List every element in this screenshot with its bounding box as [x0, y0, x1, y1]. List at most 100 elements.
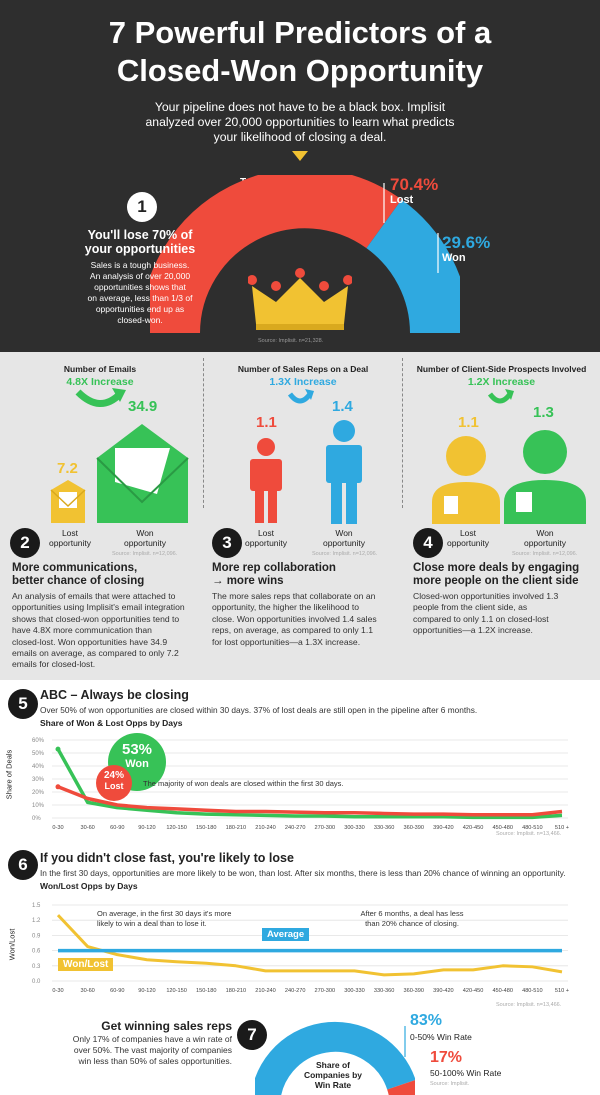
section7-body: Only 17% of companies have a win rate of… — [52, 1034, 232, 1067]
heading-line: Close more deals by engaging — [413, 562, 580, 574]
prospects-chart-title: Number of Client-Side Prospects Involved — [416, 364, 587, 374]
section4-heading: Close more deals by engaging more people… — [413, 562, 579, 588]
y-tick-label: 50% — [32, 751, 45, 757]
x-tick-label: 0-30 — [52, 825, 63, 831]
body-line: opportunities end up as — [95, 304, 185, 314]
heading-line: You'll lose 70% of — [87, 228, 193, 242]
share-by-days-line-chart: 0% 10% 20% 30% 40% 50% 60% 0-30 30-60 60-90 90-120… — [32, 738, 569, 831]
donut-blue-segment — [255, 1021, 415, 1095]
body-line: An analysis of over 20,000 — [89, 271, 191, 281]
section5-subtext: Over 50% of won opportunities are closed… — [40, 705, 478, 715]
caption-line: Lost — [459, 528, 477, 538]
section1-body: Sales is a tough business. An analysis of… — [55, 260, 225, 326]
body-line: opportunity, the higher the likelihood t… — [212, 602, 359, 613]
emails-increase: 4.8X Increase — [66, 376, 134, 388]
body-line: The more sales reps that collaborate on … — [212, 591, 376, 601]
donut-red-segment — [386, 1080, 415, 1095]
section2-body: An analysis of emails that were attached… — [12, 591, 202, 671]
body-line: people from the client side, as — [413, 602, 528, 613]
step-number-3: 3 — [212, 528, 242, 558]
y-tick-label: 0.0 — [32, 979, 41, 985]
envelope-small-icon — [50, 480, 86, 523]
caption-line: Won — [335, 528, 353, 538]
won-percentage: 29.6% — [442, 233, 491, 252]
x-tick-label: 90-120 — [138, 988, 155, 994]
intro-line: analyzed over 20,000 opportunities to le… — [145, 115, 455, 129]
section1-heading: You'll lose 70% of your opportunities — [50, 228, 230, 256]
x-tick-label: 120-150 — [166, 988, 187, 994]
heading-line: better chance of closing — [12, 575, 145, 587]
x-tick-label: 0-30 — [52, 988, 63, 994]
x-tick-label: 60-90 — [110, 988, 124, 994]
annotation-line: After 6 months, a deal has less — [360, 909, 464, 918]
body-line: win less than 50% of sales opportunities… — [78, 1056, 232, 1066]
series-line-lost — [57, 785, 563, 817]
donut-label-line: Companies by — [303, 1070, 363, 1080]
body-line: opportunities—a 1.2X increase. — [413, 625, 533, 636]
x-tick-label: 240-270 — [285, 988, 306, 994]
prospects-won-caption: Won opportunity — [515, 528, 575, 548]
increase-arrow-icon — [75, 388, 126, 407]
section3-heading: More rep collaboration → more wins — [212, 562, 336, 588]
body-line: have 4.8X more communication than — [12, 625, 152, 636]
x-tick-label: 420-450 — [463, 988, 484, 994]
intro-line: Your pipeline does not have to be a blac… — [154, 100, 446, 114]
y-tick-label: 1.5 — [32, 903, 41, 909]
body-line: Only 17% of companies have a win rate of — [72, 1034, 232, 1044]
intro-text: Your pipeline does not have to be a blac… — [120, 100, 480, 145]
body-line: closed-won. — [117, 315, 163, 325]
x-tick-label: 300-330 — [344, 988, 365, 994]
red-percentage: 17% — [430, 1049, 463, 1066]
section6-source: Source: Implisit. n=13,466. — [496, 1002, 562, 1008]
x-tick-label: 180-210 — [226, 988, 247, 994]
x-tick-label: 270-300 — [315, 988, 336, 994]
y-tick-label: 30% — [32, 777, 45, 783]
page-title: 7 Powerful Predictors of a Closed-Won Op… — [0, 14, 600, 90]
x-tick-label: 180-210 — [226, 825, 247, 831]
x-tick-label: 480-510 — [522, 988, 543, 994]
caption-line: opportunity — [523, 538, 567, 548]
divider — [402, 358, 403, 508]
donut-center-label: Share of Companies by Win Rate — [290, 1060, 376, 1090]
y-tick-label: 60% — [32, 738, 45, 744]
reps-lost-caption: Lost opportunity — [236, 528, 296, 548]
step-number-7: 7 — [237, 1020, 267, 1050]
section6-heading: If you didn't close fast, you're likely … — [40, 851, 294, 865]
caption-line: Lost — [61, 528, 79, 538]
section6-subtext: In the first 30 days, opportunities are … — [40, 868, 566, 878]
red-label: 50-100% Win Rate — [430, 1068, 502, 1078]
won-label: Won — [442, 252, 466, 264]
section2-source: Source: Implisit. n=12,096. — [112, 551, 178, 557]
emails-lost-value: 7.2 — [57, 460, 78, 477]
step-number-2: 2 — [10, 528, 40, 558]
won-lost-series-label: Won/Lost — [58, 958, 114, 971]
x-tick-label: 390-420 — [433, 825, 454, 831]
x-tick-label: 390-420 — [433, 988, 454, 994]
y-tick-label: 0.3 — [32, 964, 41, 970]
person-gold-icon — [432, 436, 500, 524]
body-line: An analysis of emails that were attached… — [12, 591, 176, 601]
annotation-line: On average, in the first 30 days it's mo… — [97, 909, 232, 918]
x-tick-label: 360-390 — [403, 825, 424, 831]
section6-annotation-left: On average, in the first 30 days it's mo… — [97, 909, 231, 929]
x-tick-label: 450-480 — [492, 988, 513, 994]
section7-source: Source: Implisit. — [430, 1081, 470, 1087]
win-rate-donut-chart — [255, 1021, 415, 1095]
reps-lost-value: 1.1 — [256, 414, 277, 431]
series-line-won-lost — [56, 914, 563, 977]
prospects-lost-value: 1.1 — [458, 414, 479, 431]
section2-heading: More communications, better chance of cl… — [12, 562, 144, 588]
section4-body: Closed-won opportunities involved 1.3 peo… — [413, 591, 598, 637]
caption-line: opportunity — [123, 538, 167, 548]
x-tick-label: 60-90 — [110, 825, 124, 831]
section5-annotation: The majority of won deals are closed wit… — [143, 779, 344, 788]
increase-arrow-icon — [287, 389, 314, 404]
intro-line: your likelihood of closing a deal. — [213, 130, 387, 144]
x-tick-label: 120-150 — [166, 825, 187, 831]
section3-body: The more sales reps that collaborate on … — [212, 591, 400, 648]
series-line-won — [56, 748, 563, 820]
x-tick-label: 210-240 — [255, 988, 276, 994]
lost-percentage: 70.4% — [390, 175, 439, 194]
caption-line: opportunity — [48, 538, 92, 548]
reps-chart-title: Number of Sales Reps on a Deal — [237, 364, 369, 374]
